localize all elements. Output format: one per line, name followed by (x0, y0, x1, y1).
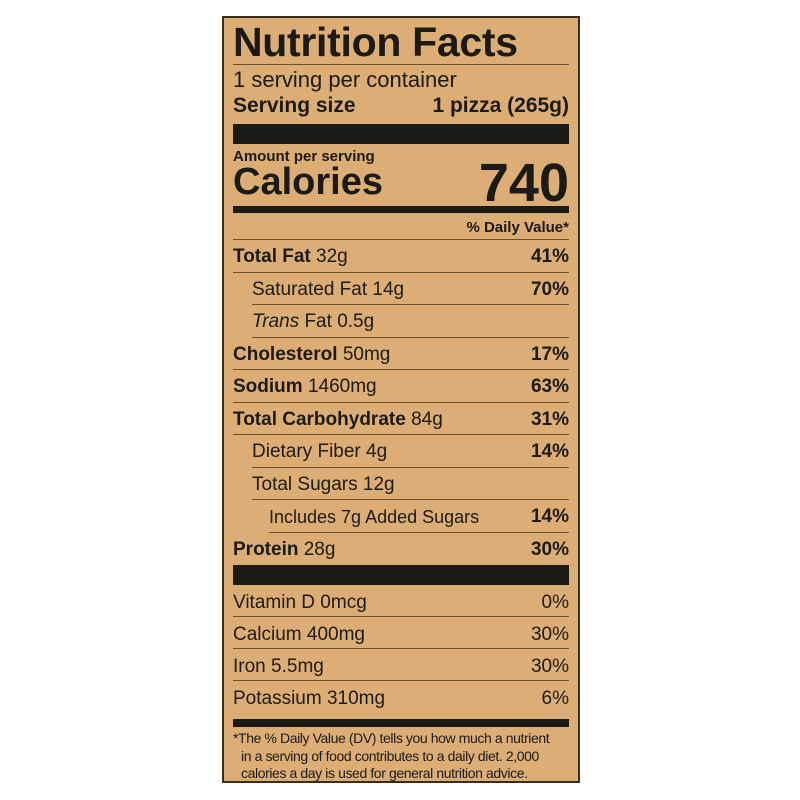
footnote-line: *The % Daily Value (DV) tells you how mu… (233, 730, 550, 746)
nutrient-dv: 14% (530, 506, 569, 527)
vitamin-dv: 6% (541, 688, 569, 709)
nutrient-row: Sodium 1460mg 63% (233, 370, 569, 403)
nutrient-row: Total Sugars 12g (252, 468, 569, 500)
nutrient-dv: 63% (530, 376, 569, 397)
nutrient-name: Total Carbohydrate (233, 408, 406, 430)
footnote-line: calories a day is used for general nutri… (241, 765, 528, 781)
nutrient-amount: 50mg (342, 343, 391, 365)
nutrient-dv: 31% (530, 408, 569, 430)
nutrient-dv: 17% (530, 343, 569, 365)
nutrient-row: Trans Fat 0.5g (252, 305, 569, 338)
vitamin-row: Calcium 400mg 30% (233, 617, 569, 649)
vitamin-dv: 30% (530, 624, 569, 645)
divider-footnote (233, 719, 569, 727)
vitamin-amount: 310mg (326, 688, 386, 709)
nutrient-row: Protein 28g 30% (233, 533, 569, 566)
serving-size: Serving size 1 pizza (265g) (233, 93, 569, 119)
vitamin-row: Potassium 310mg 6% (233, 681, 569, 713)
calories-section: Amount per serving Calories 740 (233, 144, 569, 213)
vitamin-name: Vitamin D (233, 592, 316, 613)
footnote-line: in a serving of food contributes to a da… (241, 747, 539, 764)
nutrient-row: Saturated Fat 14g 70% (252, 273, 569, 305)
vitamin-name: Potassium (233, 688, 322, 709)
nutrient-name: Total Sugars (252, 473, 358, 495)
nutrition-facts-label: Nutrition Facts 1 serving per container … (222, 16, 580, 783)
nutrient-row: Includes 7g Added Sugars 14% (269, 500, 569, 533)
divider-thick (233, 124, 569, 144)
nutrient-row: Total Fat 32g 41% (233, 240, 569, 273)
nutrient-dv: 70% (530, 278, 569, 300)
vitamin-row: Vitamin D 0mcg 0% (233, 585, 569, 617)
nutrient-name: Saturated Fat (252, 278, 368, 300)
nutrient-amount: 28g (303, 538, 336, 560)
nutrient-amount: 1460mg (307, 376, 377, 397)
daily-value-header: % Daily Value* (233, 213, 569, 240)
vitamin-amount: 5.5mg (271, 656, 324, 677)
vitamin-amount: 0mcg (320, 592, 367, 613)
nutrient-dv: 14% (530, 441, 569, 462)
divider-thick (233, 565, 569, 585)
serving-size-label: Serving size (233, 94, 356, 117)
vitamin-dv: 30% (530, 656, 569, 677)
label-title: Nutrition Facts (233, 18, 569, 65)
calories-value: 740 (478, 153, 569, 213)
nutrient-name: Cholesterol (233, 343, 338, 365)
vitamin-amount: 400mg (306, 624, 366, 645)
nutrient-amount: 4g (366, 441, 388, 462)
vitamin-name: Iron (233, 656, 266, 677)
nutrient-amount: 32g (316, 246, 348, 267)
footnote: *The % Daily Value (DV) tells you how mu… (233, 727, 569, 783)
calories-label: Calories (233, 161, 383, 203)
nutrient-name-italic: Trans (252, 311, 300, 332)
nutrient-row: Cholesterol 50mg 17% (233, 338, 569, 370)
nutrient-name: Includes 7g Added Sugars (269, 507, 480, 527)
nutrient-dv: 41% (530, 246, 569, 267)
nutrient-amount: 0.5g (337, 311, 375, 332)
amount-per-serving: Amount per serving (233, 148, 375, 165)
divider-medium (233, 206, 569, 213)
serving-size-value: 1 pizza (265g) (432, 94, 569, 117)
nutrient-name: Total Fat (233, 246, 311, 267)
vitamin-name: Calcium (233, 624, 302, 645)
nutrient-name: Sodium (233, 376, 303, 397)
nutrient-amount: 84g (411, 408, 443, 430)
vitamin-row: Iron 5.5mg 30% (233, 649, 569, 681)
nutrient-row: Total Carbohydrate 84g 31% (233, 403, 569, 435)
nutrient-dv: 30% (530, 538, 569, 560)
nutrient-amount: 12g (362, 473, 395, 495)
vitamin-dv: 0% (541, 592, 569, 613)
nutrient-name: Fat (304, 311, 332, 332)
nutrient-name: Protein (233, 538, 299, 560)
nutrient-amount: 14g (372, 278, 405, 300)
servings-per-container: 1 serving per container (233, 67, 457, 92)
nutrient-name: Dietary Fiber (252, 441, 361, 462)
nutrient-row: Dietary Fiber 4g 14% (252, 435, 569, 468)
